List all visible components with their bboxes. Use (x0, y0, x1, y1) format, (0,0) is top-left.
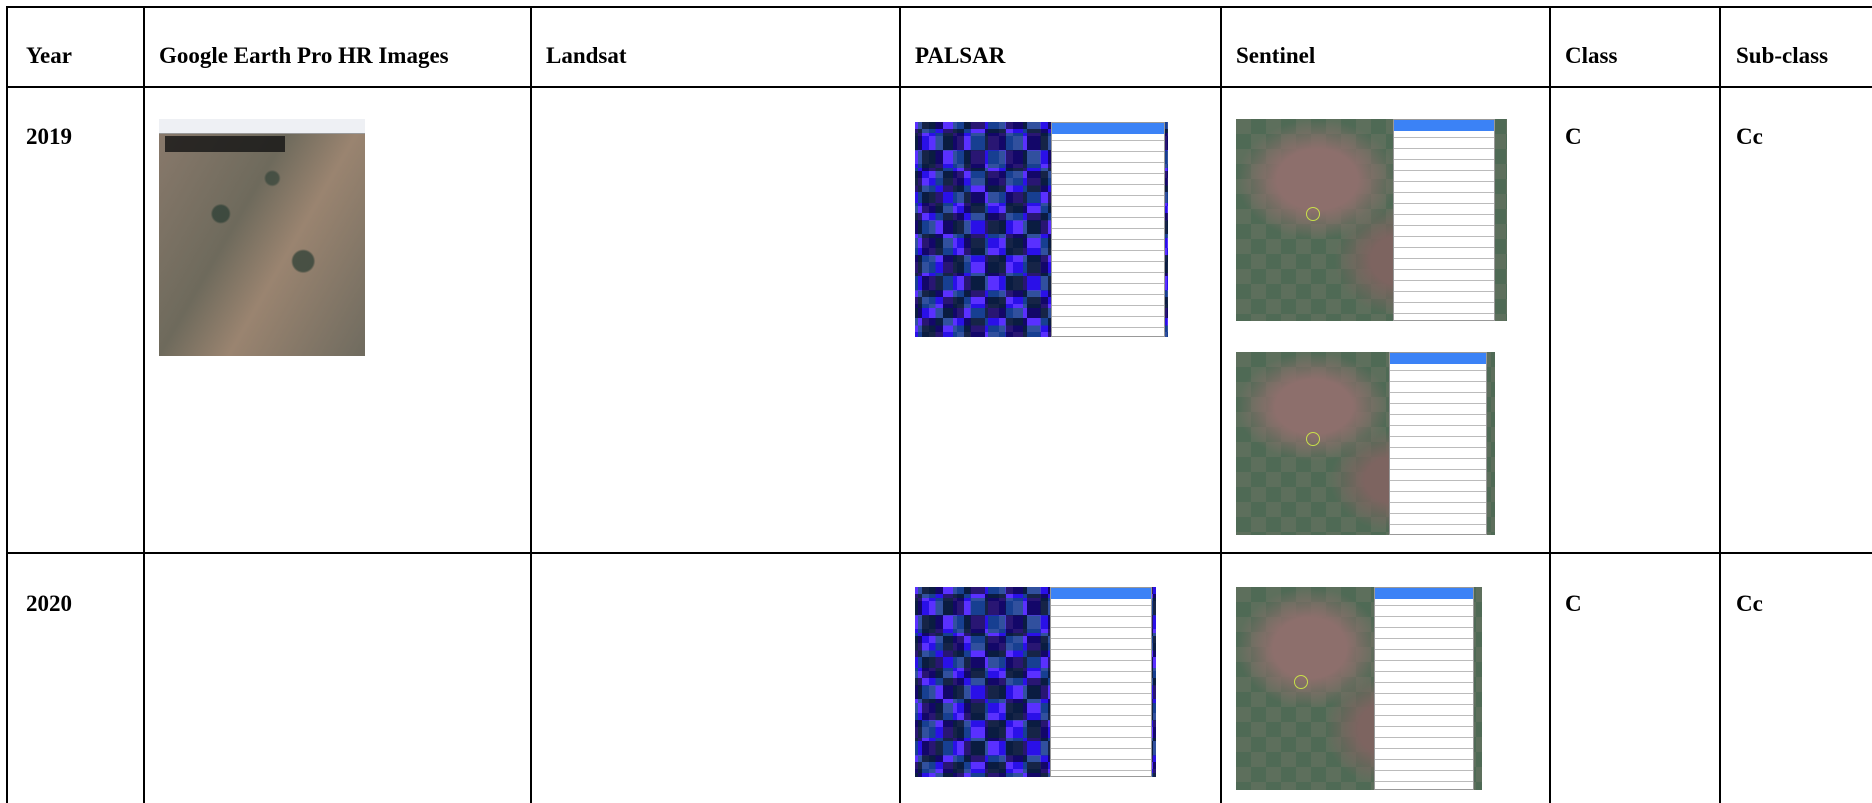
layers-panel (1051, 122, 1165, 337)
border (1719, 6, 1721, 803)
class-cell: C (1565, 591, 1582, 616)
border (6, 6, 8, 803)
border (1549, 6, 1551, 803)
sample-marker (1306, 207, 1320, 221)
palsar-image (915, 122, 1168, 337)
header-cell: PALSAR (915, 43, 1006, 68)
year-cell: 2019 (26, 124, 72, 149)
border (6, 86, 1872, 88)
sample-marker (1306, 432, 1320, 446)
border (143, 6, 145, 803)
slider (165, 136, 285, 152)
sentinel-image (1236, 352, 1495, 535)
toolbar (159, 119, 365, 134)
subclass-cell: Cc (1736, 591, 1763, 616)
sentinel-image (1236, 119, 1507, 321)
border (6, 6, 1872, 8)
layers-panel (1374, 587, 1474, 790)
border (899, 6, 901, 803)
sentinel-image (1236, 587, 1482, 790)
header-cell: Sub-class (1736, 43, 1829, 68)
class-cell: C (1565, 124, 1582, 149)
border (1220, 6, 1222, 803)
header-cell: Sentinel (1236, 43, 1316, 68)
header-cell: Year (26, 43, 72, 68)
google-earth-image (159, 119, 365, 356)
sample-marker (1294, 675, 1308, 689)
header-cell: Landsat (546, 43, 627, 68)
border (6, 552, 1872, 554)
layers-panel (1393, 119, 1495, 321)
border (530, 6, 532, 803)
subclass-cell: Cc (1736, 124, 1763, 149)
palsar-image (915, 587, 1156, 777)
header-cell: Google Earth Pro HR Images (159, 43, 449, 68)
header-cell: Class (1565, 43, 1618, 68)
layers-panel (1389, 352, 1487, 535)
layers-panel (1050, 587, 1152, 777)
year-cell: 2020 (26, 591, 72, 616)
